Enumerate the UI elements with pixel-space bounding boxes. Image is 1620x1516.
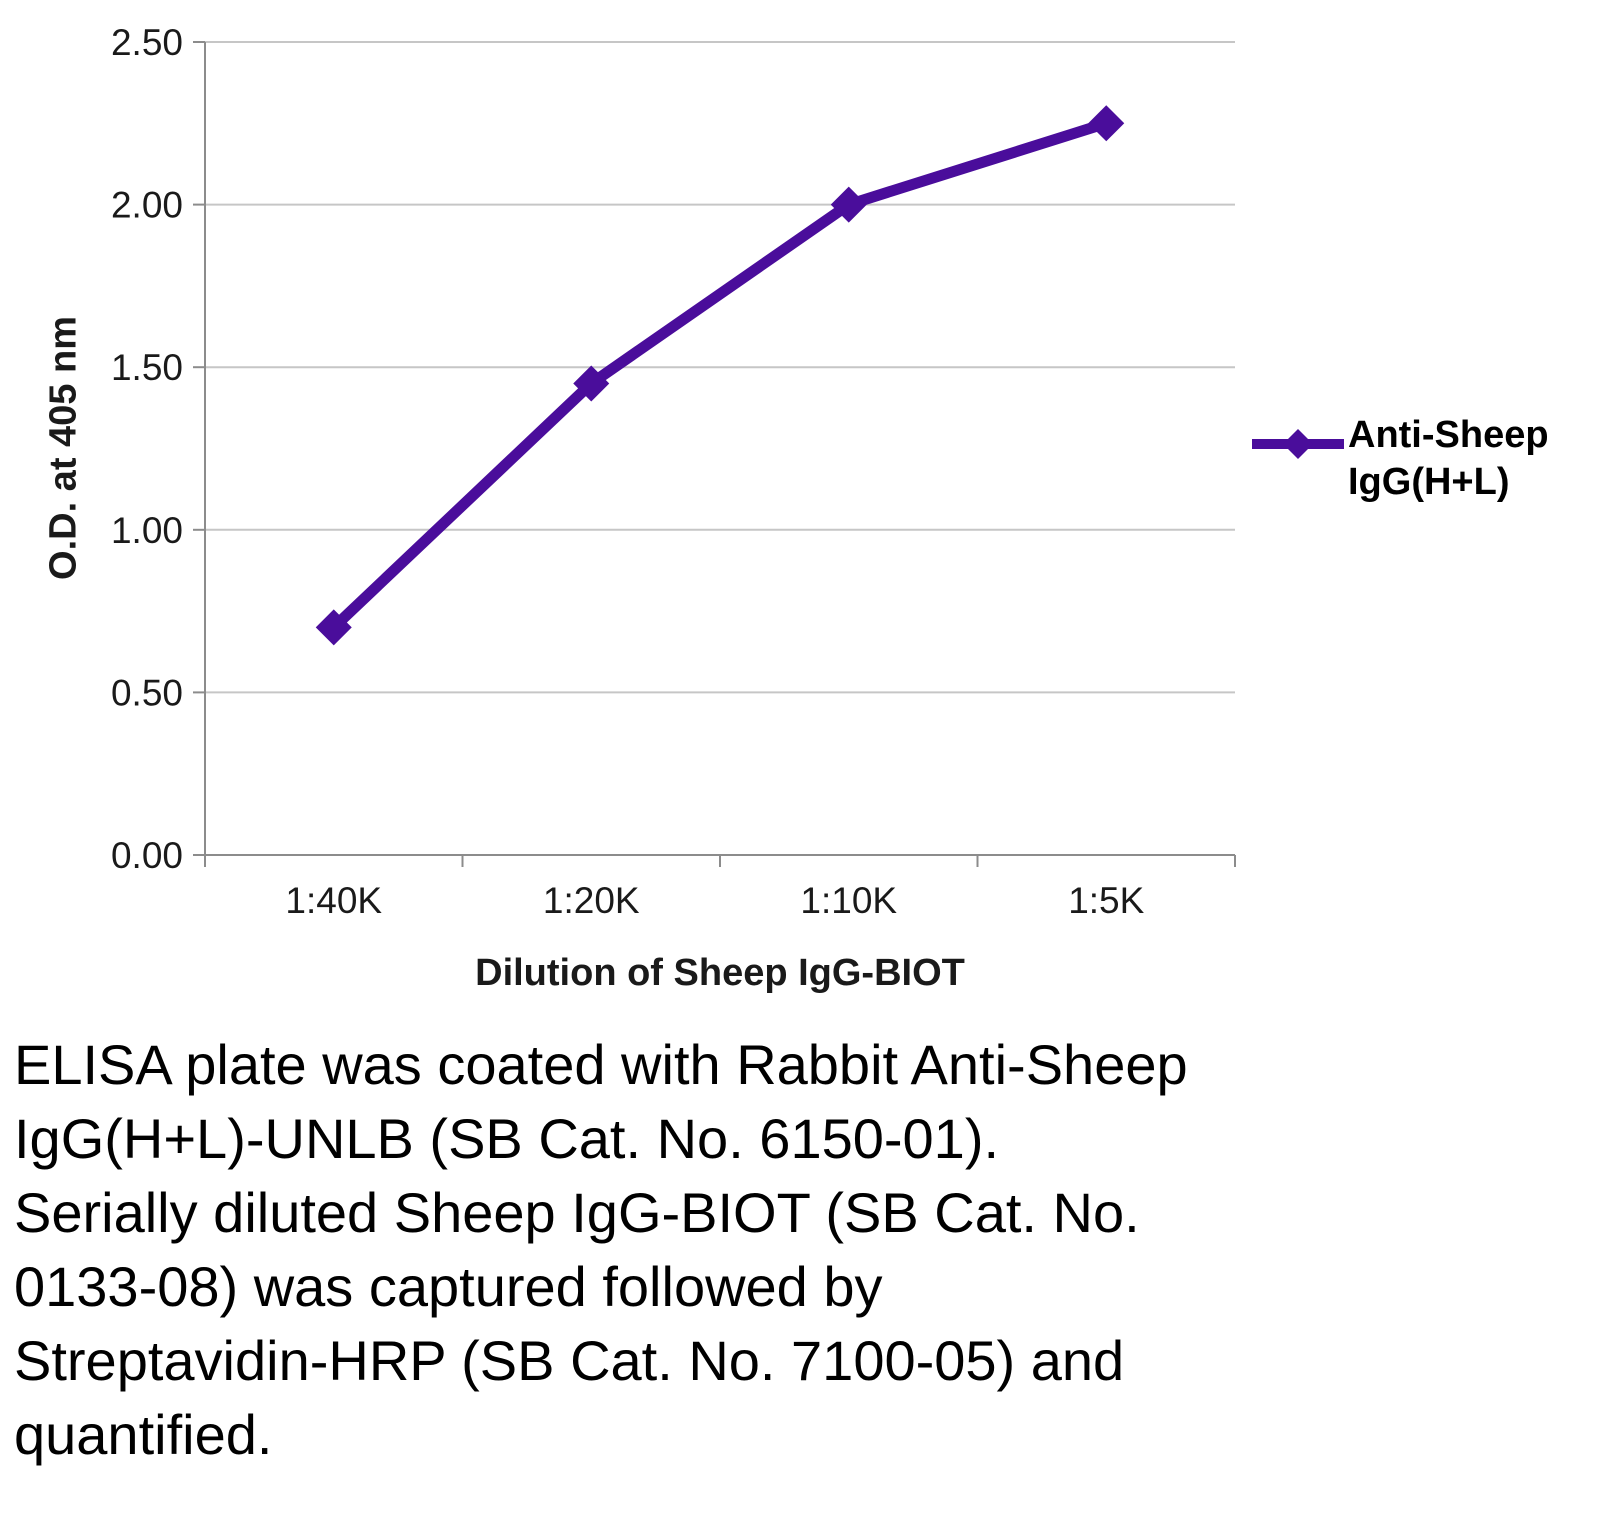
series-line — [328, 117, 1112, 633]
x-tick-label: 1:10K — [800, 880, 897, 921]
data-point-marker — [1088, 105, 1125, 142]
y-tick-label: 1.00 — [111, 510, 183, 551]
y-tick-label: 1.50 — [111, 347, 183, 388]
figure-caption: ELISA plate was coated with Rabbit Anti-… — [14, 1033, 1188, 1466]
data-point-marker — [315, 609, 352, 646]
y-tick-label: 2.50 — [111, 22, 183, 63]
elisa-line-chart: 0.00 0.50 1.00 1.50 2.00 2.50 1:40K 1:20K 1:10K 1… — [42, 22, 1549, 994]
legend: Anti-Sheep IgG(H+L) — [1252, 412, 1549, 506]
y-tick-label: 0.00 — [111, 835, 183, 876]
y-axis-title: O.D. at 405 nm — [42, 316, 85, 580]
legend-series-label: Anti-Sheep IgG(H+L) — [1348, 414, 1549, 504]
x-tick-label: 1:40K — [285, 880, 382, 921]
x-axis-title: Dilution of Sheep IgG-BIOT — [475, 952, 965, 994]
legend-marker-icon — [1252, 429, 1344, 459]
plot-area: 0.00 0.50 1.00 1.50 2.00 2.50 1:40K 1:20K 1:10K 1… — [111, 22, 1236, 921]
x-tick-label: 1:5K — [1068, 880, 1144, 921]
data-point-marker — [573, 365, 610, 402]
data-point-marker — [830, 186, 867, 223]
y-tick-label: 2.00 — [111, 185, 183, 226]
x-tick-label: 1:20K — [543, 880, 640, 921]
y-tick-label: 0.50 — [111, 672, 183, 713]
